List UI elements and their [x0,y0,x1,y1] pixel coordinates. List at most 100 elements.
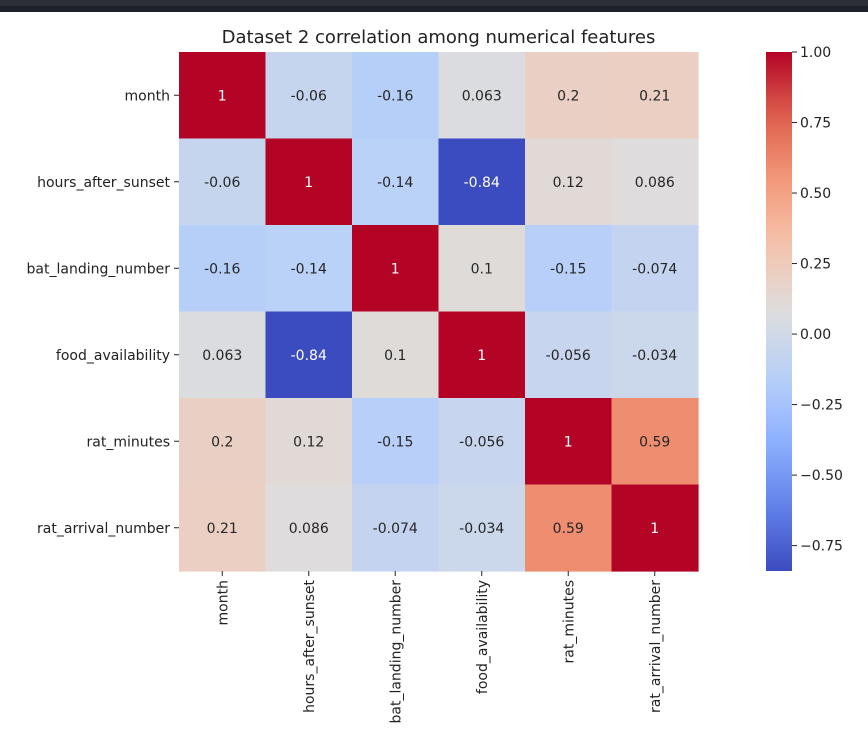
x-axis-labels: month hours_after_sunset bat_landing_numbe… [215,571,664,723]
cell-annotation: 0.12 [553,175,584,191]
cell-annotation: -0.056 [459,434,504,450]
heatmap-cell [611,311,699,399]
x-tick-label: rat_arrival_number [648,580,664,713]
cell-annotation: 0.59 [553,521,584,537]
colorbar-tick-label: −0.75 [800,539,843,555]
cell-annotation: -0.14 [377,175,413,191]
heatmap-cell [611,52,699,140]
cell-annotation: 0.086 [635,175,675,191]
heatmap-cell [352,52,440,140]
cell-annotation: -0.034 [459,521,504,537]
cell-annotation: 0.1 [384,348,406,364]
heatmap-cell [265,52,353,140]
cell-annotation: 0.2 [557,88,579,104]
colorbar-tick-label: 0.50 [800,186,831,202]
x-tick-label: food_availability [475,580,491,694]
heatmap-cell [438,52,526,140]
heatmap-cell [525,52,613,140]
cell-annotation: -0.15 [550,261,586,277]
y-tick-label: bat_landing_number [27,261,171,277]
y-tick-label: food_availability [56,348,170,364]
y-axis-labels: month hours_after_sunset bat_landing_numbe… [27,88,179,537]
heatmap-cell [352,311,440,399]
heatmap-cell [438,484,526,572]
cell-annotation: 1 [650,521,659,537]
heatmap-cell [438,311,526,399]
correlation-heatmap: Dataset 2 correlation among numerical fe… [27,27,843,723]
heatmap-cell [352,484,440,572]
heatmap-cell [265,398,353,486]
chart-figure: Dataset 2 correlation among numerical fe… [0,12,868,750]
heatmap-cell [352,138,440,226]
cell-annotation: 0.086 [289,521,329,537]
cell-annotation: -0.056 [546,348,591,364]
y-tick-label: month [125,88,170,104]
heatmap-cell [611,138,699,226]
heatmap-cell [179,398,267,486]
cell-annotation: -0.84 [291,348,327,364]
cell-annotation: 0.21 [639,88,670,104]
chart-title: Dataset 2 correlation among numerical fe… [222,27,656,48]
colorbar: 1.00 0.75 0.50 0.25 0.00 −0.25 −0.50 −0.75 [766,45,843,571]
heatmap-cell [179,52,267,140]
colorbar-tick-label: 0.25 [800,257,831,273]
heatmap-cell [525,225,613,313]
cell-annotation: 0.59 [639,434,670,450]
cell-annotations: 1 -0.06 -0.16 0.063 0.2 0.21-0.06 1 -0.14 -0.84 0… [202,88,677,537]
cell-annotation: 1 [218,88,227,104]
x-tick-label: hours_after_sunset [302,579,318,712]
cell-annotation: -0.06 [204,175,240,191]
heatmap-cell [525,484,613,572]
heatmap-cell [611,398,699,486]
heatmap-cell [611,484,699,572]
y-tick-label: rat_arrival_number [37,521,170,537]
cell-annotation: -0.034 [632,348,677,364]
cell-annotation: 1 [304,175,313,191]
heatmap-cell [265,225,353,313]
colorbar-tick-label: 1.00 [800,45,831,61]
cell-annotation: -0.84 [464,175,500,191]
heatmap-cell [438,138,526,226]
y-tick-label: hours_after_sunset [37,175,170,191]
cell-annotation: 0.21 [207,521,238,537]
heatmap-cell [179,225,267,313]
x-tick-label: month [215,580,231,625]
cell-annotation: -0.06 [291,88,327,104]
cell-annotation: 0.063 [462,88,502,104]
cell-annotation: -0.15 [377,434,413,450]
colorbar-tick-label: 0.75 [800,116,831,132]
heatmap-cell [438,225,526,313]
heatmap-cell [179,138,267,226]
cell-annotation: 1 [564,434,573,450]
cell-annotation: 1 [391,261,400,277]
x-tick-label: bat_landing_number [388,580,404,724]
heatmap-cell [525,311,613,399]
heatmap-cell [352,398,440,486]
heatmap-cells [179,52,699,572]
heatmap-cell [265,311,353,399]
heatmap-cell [265,484,353,572]
cell-annotation: 0.1 [471,261,493,277]
cell-annotation: 0.12 [293,434,324,450]
heatmap-cell [525,138,613,226]
y-tick-label: rat_minutes [87,434,171,450]
heatmap-cell [611,225,699,313]
colorbar-gradient [766,52,792,571]
cell-annotation: -0.16 [204,261,240,277]
cell-annotation: 0.063 [202,348,242,364]
heatmap-cell [352,225,440,313]
cell-annotation: -0.074 [373,521,418,537]
cell-annotation: 0.2 [211,434,233,450]
heatmap-cell [179,311,267,399]
heatmap-cell [525,398,613,486]
cell-annotation: 1 [477,348,486,364]
cell-annotation: -0.074 [632,261,677,277]
colorbar-tick-label: 0.00 [800,327,831,343]
x-tick-label: rat_minutes [561,580,577,664]
heatmap-cell [438,398,526,486]
cell-annotation: -0.14 [291,261,327,277]
heatmap-cell [265,138,353,226]
colorbar-tick-label: −0.25 [800,398,843,414]
heatmap-cell [179,484,267,572]
